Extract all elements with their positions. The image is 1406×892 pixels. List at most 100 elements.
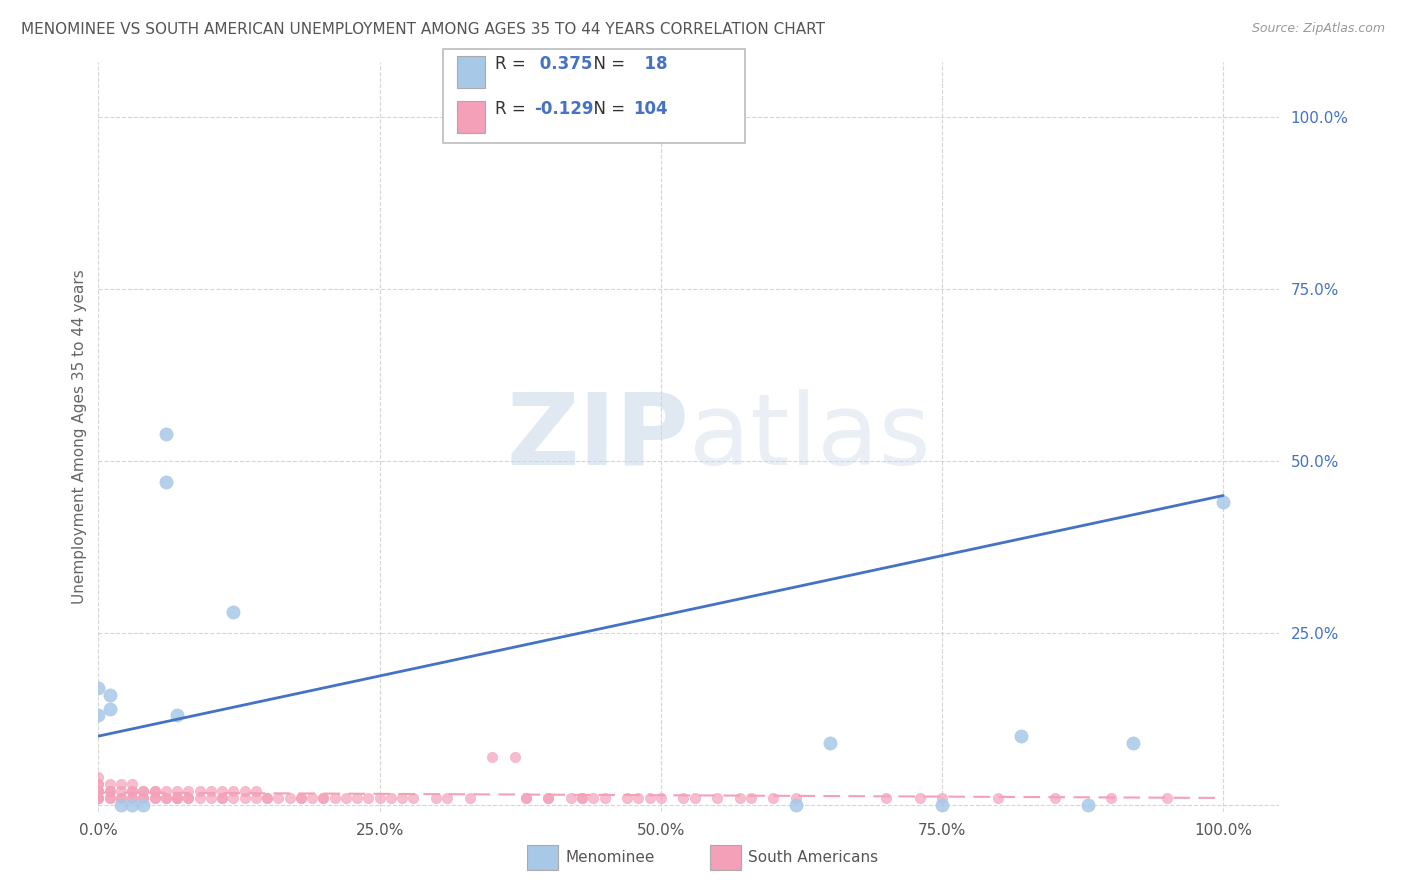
Point [200, 791, 222, 805]
Text: 104: 104 [633, 100, 668, 118]
Point [537, 791, 560, 805]
Point [1077, 797, 1099, 812]
Point [908, 791, 931, 805]
Point [323, 791, 346, 805]
Point [87, 784, 110, 798]
Point [87, 784, 110, 798]
Text: R =: R = [495, 100, 531, 118]
Point [121, 791, 143, 805]
Point [818, 736, 841, 750]
Point [143, 784, 166, 798]
Point [222, 784, 245, 798]
Point [121, 784, 143, 798]
Point [132, 784, 155, 798]
Point [87, 777, 110, 791]
Point [638, 791, 661, 805]
Point [245, 791, 267, 805]
Point [458, 791, 481, 805]
Point [1156, 791, 1178, 805]
Point [290, 791, 312, 805]
Point [98, 791, 121, 805]
Point [200, 784, 222, 798]
Point [98, 688, 121, 702]
Text: South Americans: South Americans [748, 850, 879, 864]
Point [143, 791, 166, 805]
Point [155, 791, 177, 805]
Point [312, 791, 335, 805]
Point [368, 791, 391, 805]
Point [87, 784, 110, 798]
Point [166, 791, 188, 805]
Point [233, 784, 256, 798]
Point [87, 791, 110, 805]
Text: MENOMINEE VS SOUTH AMERICAN UNEMPLOYMENT AMONG AGES 35 TO 44 YEARS CORRELATION C: MENOMINEE VS SOUTH AMERICAN UNEMPLOYMENT… [21, 22, 825, 37]
Point [391, 791, 413, 805]
Point [728, 791, 751, 805]
Point [301, 791, 323, 805]
Point [211, 791, 233, 805]
Point [335, 791, 357, 805]
Point [177, 791, 200, 805]
Point [98, 701, 121, 715]
Text: 18: 18 [633, 55, 668, 73]
Point [785, 797, 807, 812]
Point [683, 791, 706, 805]
Text: 0.375: 0.375 [534, 55, 593, 73]
Point [290, 791, 312, 805]
Point [582, 791, 605, 805]
Point [672, 791, 695, 805]
Point [1043, 791, 1066, 805]
Point [98, 784, 121, 798]
Point [785, 791, 807, 805]
Point [571, 791, 593, 805]
Text: N =: N = [583, 100, 631, 118]
Text: R =: R = [495, 55, 531, 73]
Point [87, 784, 110, 798]
Point [256, 791, 278, 805]
Point [177, 784, 200, 798]
Text: Source: ZipAtlas.com: Source: ZipAtlas.com [1251, 22, 1385, 36]
Point [481, 749, 503, 764]
Point [132, 791, 155, 805]
Point [121, 791, 143, 805]
Point [188, 784, 211, 798]
Point [121, 784, 143, 798]
Point [233, 791, 256, 805]
Point [627, 791, 650, 805]
Point [267, 791, 290, 805]
Point [87, 708, 110, 723]
Point [121, 777, 143, 791]
Point [98, 791, 121, 805]
Point [87, 791, 110, 805]
Point [110, 791, 132, 805]
Point [616, 791, 638, 805]
Point [143, 791, 166, 805]
Point [593, 791, 616, 805]
Point [380, 791, 402, 805]
Point [436, 791, 458, 805]
Point [143, 784, 166, 798]
Point [1099, 791, 1122, 805]
Point [98, 784, 121, 798]
Point [560, 791, 582, 805]
Point [166, 708, 188, 723]
Point [132, 797, 155, 812]
Point [211, 791, 233, 805]
Point [425, 791, 447, 805]
Point [650, 791, 672, 805]
Point [245, 784, 267, 798]
Point [402, 791, 425, 805]
Point [98, 777, 121, 791]
Point [740, 791, 762, 805]
Point [110, 791, 132, 805]
Point [987, 791, 1010, 805]
Point [87, 791, 110, 805]
Point [256, 791, 278, 805]
Point [188, 791, 211, 805]
Point [166, 791, 188, 805]
Point [155, 475, 177, 489]
Point [110, 777, 132, 791]
Point [515, 791, 537, 805]
Point [211, 784, 233, 798]
Point [110, 784, 132, 798]
